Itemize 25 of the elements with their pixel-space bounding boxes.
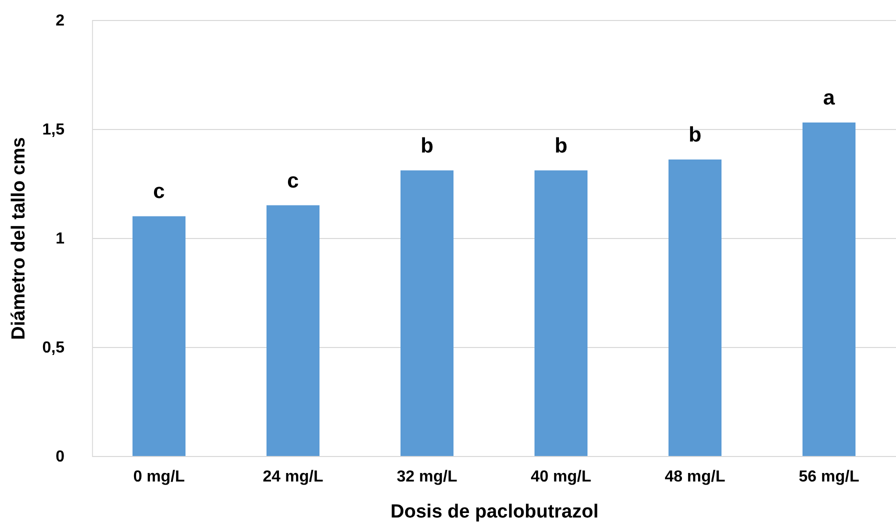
x-tick-label: 40 mg/L [530,468,592,486]
y-tick-label: 0,5 [42,340,65,356]
bar [668,160,722,456]
bar [802,122,856,456]
x-tick-label: 0 mg/L [133,468,186,486]
y-tick-label: 2 [56,12,65,30]
annotation: b [554,134,568,158]
x-tick-label: 56 mg/L [798,468,860,486]
y-tick-label: 0 [56,448,65,466]
bar [400,170,454,456]
annotation: c [153,180,166,204]
bar [266,205,320,456]
y-tick-label: 1,5 [42,122,65,138]
x-axis-title: Dosis de paclobutrazol [390,502,598,522]
x-tick-label: 32 mg/L [396,468,458,486]
bar [534,170,588,456]
y-tick-label: 1 [56,230,65,248]
bar [132,216,186,456]
annotation: a [823,86,836,110]
y-axis-title: Diámetro del tallo cms [8,137,30,340]
x-tick-label: 24 mg/L [262,468,324,486]
annotation: b [420,134,434,158]
annotation: c [287,169,300,192]
annotation: b [688,124,702,147]
x-tick-label: 48 mg/L [664,468,726,486]
